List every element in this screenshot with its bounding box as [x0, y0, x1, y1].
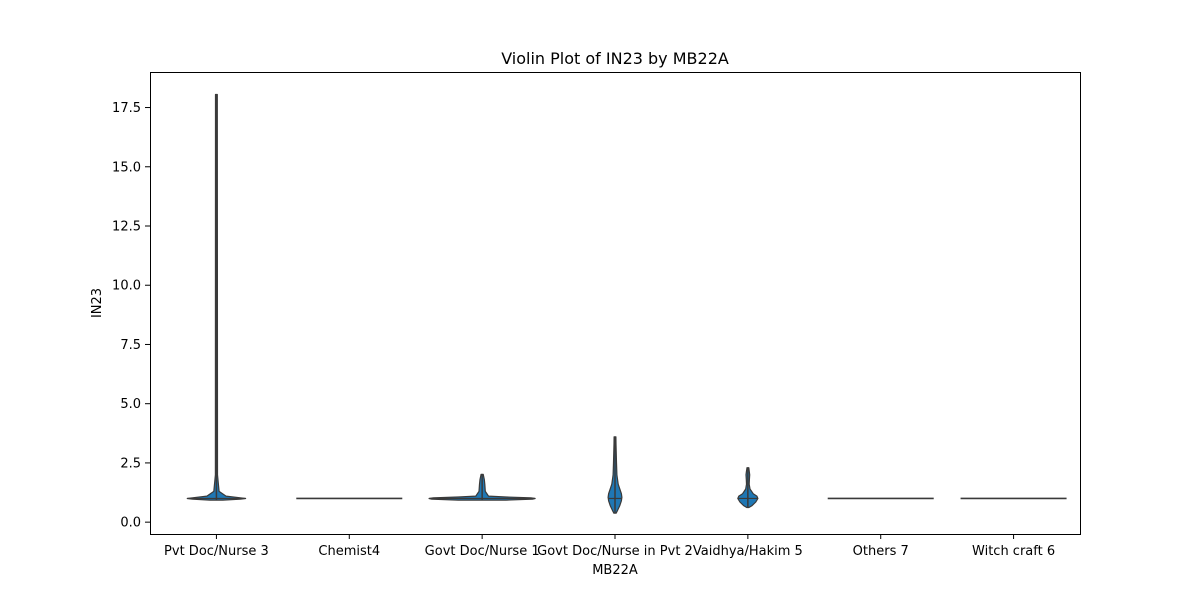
y-tick-label: 12.5 — [112, 220, 141, 235]
x-tick-label: Vaidhya/Hakim 5 — [693, 544, 803, 559]
x-tick-label: Witch craft 6 — [972, 544, 1055, 559]
y-tick-label: 10.0 — [112, 279, 141, 294]
y-tick-label: 17.5 — [112, 101, 141, 116]
x-tick-label: Pvt Doc/Nurse 3 — [164, 544, 269, 559]
y-tick-label: 7.5 — [120, 338, 141, 353]
x-tick-label: Govt Doc/Nurse in Pvt 2 — [537, 544, 693, 559]
plot-area: 0.0 2.5 5.0 7.5 10.0 12.5 15.0 17.5 Pvt Doc/Nurs… — [112, 93, 1067, 559]
x-tick-label: Govt Doc/Nurse 1 — [425, 544, 540, 559]
x-tick-label: Chemist4 — [318, 544, 380, 559]
y-tick-label: 5.0 — [120, 397, 141, 412]
y-axis-label: IN23 — [90, 288, 105, 318]
x-axis-label: MB22A — [592, 563, 638, 578]
plot-frame — [150, 72, 1081, 535]
chart-title: Violin Plot of IN23 by MB22A — [501, 49, 729, 68]
y-tick-label: 15.0 — [112, 160, 141, 175]
x-tick-label: Others 7 — [853, 544, 909, 559]
y-tick-label: 0.0 — [120, 516, 141, 531]
y-tick-label: 2.5 — [120, 456, 141, 471]
